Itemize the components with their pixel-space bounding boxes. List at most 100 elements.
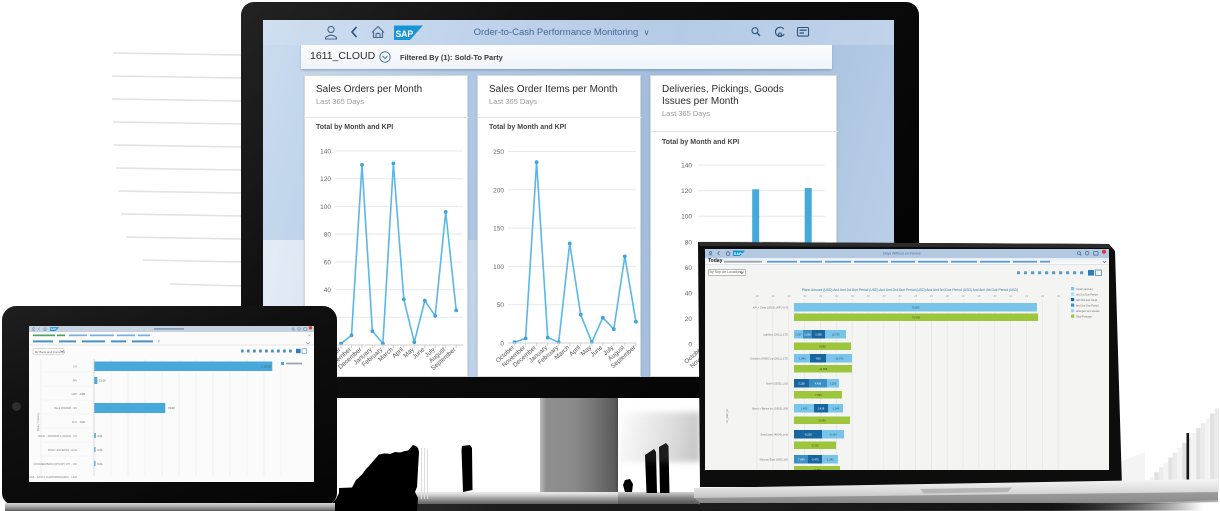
svg-text:-0.09: -0.09 bbox=[79, 392, 85, 396]
svg-text:1,419: 1,419 bbox=[818, 407, 825, 411]
svg-text:BANK - 30000008 & 300002 - UN: BANK - 30000008 & 300002 - UN bbox=[38, 434, 77, 438]
svg-text:Micmac East (1802_b0): Micmac East (1802_b0) bbox=[760, 458, 788, 462]
svg-text:-00: -00 bbox=[993, 295, 997, 298]
svg-text:-00: -00 bbox=[803, 295, 807, 298]
svg-text:And 2nd Due Period: And 2nd Due Period bbox=[1076, 304, 1099, 307]
svg-text:Bank 3000098 - UN: Bank 3000098 - UN bbox=[54, 406, 77, 410]
svg-text:-00: -00 bbox=[1041, 295, 1045, 298]
svg-text:-0.02: -0.02 bbox=[79, 420, 85, 424]
svg-text:SAP: SAP bbox=[51, 327, 57, 331]
svg-text:-12,575: -12,575 bbox=[835, 357, 844, 361]
svg-text:A/P + Clear (2019) (A/P) % %: A/P + Clear (2019) (A/P) % % bbox=[753, 306, 789, 310]
svg-text:Days Without an Invoice: Days Without an Invoice bbox=[883, 252, 921, 256]
svg-text:100: 100 bbox=[681, 214, 692, 221]
svg-text:40: 40 bbox=[685, 291, 693, 298]
svg-text:GBP: GBP bbox=[72, 392, 78, 396]
svg-text:3,150: 3,150 bbox=[798, 382, 805, 386]
svg-text:SAP: SAP bbox=[734, 252, 742, 256]
svg-text:-00: -00 bbox=[771, 295, 775, 298]
svg-text:PLN: PLN bbox=[72, 420, 77, 424]
svg-text:-00: -00 bbox=[1056, 295, 1060, 298]
svg-text:-8,218: -8,218 bbox=[804, 433, 812, 437]
svg-text:-00: -00 bbox=[961, 295, 965, 298]
svg-text:4,456: 4,456 bbox=[815, 382, 822, 386]
svg-text:-00: -00 bbox=[850, 295, 854, 298]
svg-text:50: 50 bbox=[497, 302, 505, 309]
svg-text:BANK UNIVERSO - EUR: BANK UNIVERSO - EUR bbox=[48, 448, 77, 452]
svg-text:120: 120 bbox=[320, 176, 331, 183]
svg-text:-00: -00 bbox=[1025, 295, 1029, 298]
svg-text:Creation (4350) Ltd (2011)_LTD: Creation (4350) Ltd (2011)_LTD bbox=[750, 357, 788, 361]
svg-text:80: 80 bbox=[324, 232, 332, 239]
svg-text:12,735: 12,735 bbox=[832, 333, 840, 337]
svg-text:0.01: 0.01 bbox=[98, 434, 104, 438]
svg-text:76,000: 76,000 bbox=[912, 316, 920, 320]
svg-text:2,392: 2,392 bbox=[815, 333, 822, 337]
svg-text:140: 140 bbox=[681, 163, 692, 170]
svg-text:40: 40 bbox=[324, 287, 332, 294]
svg-text:-00: -00 bbox=[866, 295, 870, 298]
svg-text:-00: -00 bbox=[787, 295, 791, 298]
svg-text:20: 20 bbox=[685, 316, 693, 323]
svg-text:120: 120 bbox=[681, 188, 692, 195]
svg-text:-1,542: -1,542 bbox=[826, 458, 834, 462]
svg-text:SAP: SAP bbox=[396, 29, 414, 39]
svg-text:250: 250 bbox=[493, 149, 504, 156]
svg-text:-7,509: -7,509 bbox=[814, 393, 822, 397]
svg-text:-00: -00 bbox=[882, 295, 886, 298]
svg-text:2,297: 2,297 bbox=[795, 333, 802, 337]
svg-text:JA_DEF_M: JA_DEF_M bbox=[725, 408, 729, 423]
svg-text:UN: UN bbox=[73, 365, 77, 369]
svg-text:-00: -00 bbox=[835, 295, 839, 298]
svg-text:100: 100 bbox=[493, 264, 504, 271]
svg-text:Bank / Currency: Bank / Currency bbox=[36, 412, 40, 431]
svg-text:Plann Amount (USD) And Amt 1st: Plann Amount (USD) And Amt 1st Due Perio… bbox=[802, 288, 1018, 292]
svg-text:150: 150 bbox=[493, 226, 504, 233]
svg-text:-1,540: -1,540 bbox=[832, 407, 840, 411]
svg-text:0: 0 bbox=[688, 342, 692, 349]
svg-text:0: 0 bbox=[500, 341, 504, 348]
svg-text:19.00: 19.00 bbox=[99, 379, 106, 383]
svg-text:EastCoast (4814)_a-St: EastCoast (4814)_a-St bbox=[761, 433, 789, 437]
svg-text:-00: -00 bbox=[977, 295, 981, 298]
svg-text:1,400: 1,400 bbox=[801, 407, 808, 411]
svg-text:-7,468: -7,468 bbox=[813, 468, 821, 470]
svg-text:-00: -00 bbox=[945, 295, 949, 298]
svg-text:Lightfoot (2011)_LTD: Lightfoot (2011)_LTD bbox=[763, 333, 788, 337]
svg-text:COMMERZBANK(JPN RP) JPY - 100: COMMERZBANK(JPN RP) JPY - 100 bbox=[34, 462, 78, 466]
svg-text:BANK - SANTA CHARTERED(HKG) -: BANK - SANTA CHARTERED(HKG) - HKD bbox=[29, 475, 77, 479]
svg-text:200: 200 bbox=[493, 187, 504, 194]
svg-text:arranges sum crease: arranges sum crease bbox=[1076, 310, 1100, 313]
svg-text:-00: -00 bbox=[755, 295, 759, 298]
svg-text:8,892: 8,892 bbox=[819, 345, 826, 349]
svg-text:-3,475: -3,475 bbox=[811, 458, 819, 462]
svg-text:100: 100 bbox=[320, 204, 331, 211]
svg-text:-00: -00 bbox=[930, 295, 934, 298]
svg-text:80: 80 bbox=[685, 239, 693, 246]
svg-text:-3,939: -3,939 bbox=[818, 419, 826, 423]
svg-text:By Bank and Currency: By Bank and Currency bbox=[35, 350, 66, 354]
svg-text:Cream amount: Cream amount bbox=[1076, 288, 1093, 291]
svg-text:-00: -00 bbox=[1009, 295, 1013, 298]
svg-text:-11,856: -11,856 bbox=[819, 367, 828, 371]
svg-text:60: 60 bbox=[685, 265, 693, 272]
svg-text:PIN: PIN bbox=[73, 379, 77, 383]
svg-text:3,105: 3,105 bbox=[830, 382, 837, 386]
svg-text:-5,104: -5,104 bbox=[829, 433, 837, 437]
svg-text:Total Forecast: Total Forecast bbox=[1076, 315, 1092, 318]
svg-text:140: 140 bbox=[320, 149, 331, 156]
svg-text:-900: -900 bbox=[815, 357, 821, 361]
svg-text:-7,866: -7,866 bbox=[797, 458, 805, 462]
svg-text:with first and check: with first and check bbox=[1076, 299, 1098, 302]
svg-text:75,000: 75,000 bbox=[912, 306, 920, 310]
svg-text:-00: -00 bbox=[819, 295, 823, 298]
svg-text:1,400.00: 1,400.00 bbox=[261, 365, 272, 369]
svg-text:And 1st Due Period: And 1st Due Period bbox=[1076, 293, 1098, 296]
svg-text:0.01: 0.01 bbox=[98, 462, 104, 466]
svg-text:-5,319: -5,319 bbox=[811, 444, 819, 448]
svg-text:60: 60 bbox=[324, 259, 332, 266]
svg-text:-00: -00 bbox=[898, 295, 902, 298]
svg-text:-00: -00 bbox=[914, 295, 918, 298]
svg-text:2,000: 2,000 bbox=[804, 333, 811, 337]
svg-text:North (2302)_LSO: North (2302)_LSO bbox=[766, 382, 788, 386]
